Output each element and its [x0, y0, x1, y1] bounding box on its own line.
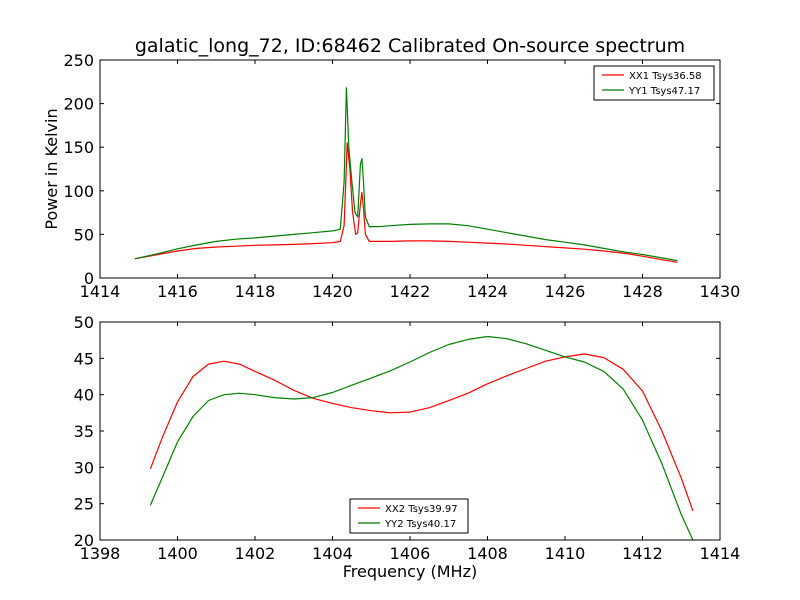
x-tick-label: 1408	[467, 544, 508, 563]
x-tick-label: 1424	[467, 282, 508, 301]
bottom-chart: 1398 1400 1402 1404 1406 1408 1410 1412 1414 20 25…	[74, 313, 741, 581]
y-tick-label: 200	[63, 95, 94, 114]
x-tick-label: 1400	[157, 544, 198, 563]
x-axis-label: Frequency (MHz)	[343, 562, 477, 581]
y-tick-label: 150	[63, 138, 94, 157]
x-tick-label: 1404	[312, 544, 353, 563]
x-tick-label: 1410	[545, 544, 586, 563]
y-tick-label: 40	[74, 386, 94, 405]
series-line-yy1	[134, 87, 678, 262]
x-tick-label: 1416	[157, 282, 198, 301]
legend-box	[349, 498, 469, 534]
series-line-yy2	[149, 335, 694, 541]
y-tick-label: 50	[74, 313, 94, 332]
legend-box	[593, 65, 715, 101]
y-tick-label: 250	[63, 51, 94, 70]
legend: XX1 Tsys36.58 YY1 Tsys47.17	[593, 65, 715, 101]
legend: XX2 Tsys39.97 YY2 Tsys40.17	[349, 498, 469, 534]
y-tick-label: 0	[84, 269, 94, 288]
x-tick-label: 1430	[700, 282, 741, 301]
y-tick-label: 25	[74, 495, 94, 514]
legend-label: YY2 Tsys40.17	[384, 519, 456, 530]
y-axis-label: Power in Kelvin	[42, 108, 61, 229]
legend-label: XX2 Tsys39.97	[385, 504, 458, 515]
x-tick-label: 1422	[390, 282, 431, 301]
y-tick-label: 35	[74, 422, 94, 441]
series-line-xx1	[134, 142, 678, 263]
x-tick-label: 1402	[235, 544, 276, 563]
x-tick-label: 1414	[80, 282, 121, 301]
y-tick-label: 100	[63, 182, 94, 201]
x-tick-label: 1412	[622, 544, 663, 563]
x-tick-label: 1420	[312, 282, 353, 301]
x-tick-label: 1406	[390, 544, 431, 563]
legend-label: XX1 Tsys36.58	[629, 71, 702, 82]
y-tick-label: 50	[74, 225, 94, 244]
y-tick-label: 30	[74, 458, 94, 477]
series-line-xx2	[149, 353, 694, 512]
y-tick-label: 45	[74, 349, 94, 368]
x-tick-label: 1398	[80, 544, 121, 563]
x-tick-label: 1418	[235, 282, 276, 301]
y-tick-label: 20	[74, 531, 94, 550]
chart-title: galatic_long_72, ID:68462 Calibrated On-…	[135, 35, 685, 57]
x-tick-label: 1428	[622, 282, 663, 301]
top-chart: 1414 1416 1418 1420 1422 1424 1426 1428 1430 0 50 1…	[42, 35, 740, 301]
x-tick-label: 1414	[700, 544, 741, 563]
legend-label: YY1 Tsys47.17	[628, 86, 700, 97]
x-tick-label: 1426	[545, 282, 586, 301]
